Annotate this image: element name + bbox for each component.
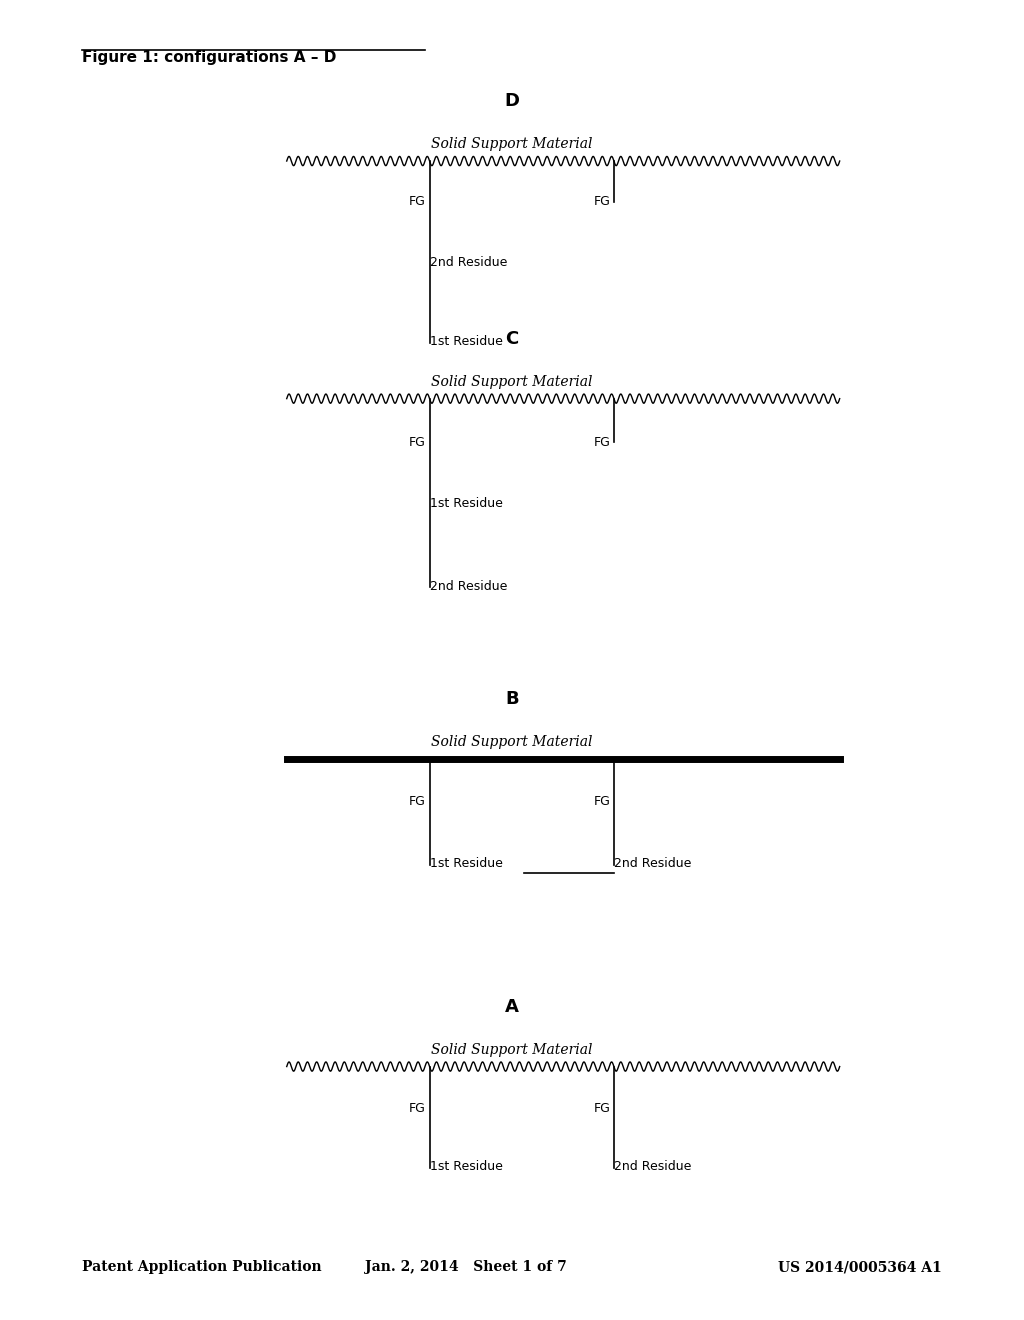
Text: Figure 1: configurations A – D: Figure 1: configurations A – D <box>82 50 336 65</box>
Text: FG: FG <box>410 195 426 209</box>
Text: FG: FG <box>594 795 610 808</box>
Text: FG: FG <box>410 795 426 808</box>
Text: B: B <box>505 690 519 709</box>
Text: Solid Support Material: Solid Support Material <box>431 1043 593 1057</box>
Text: FG: FG <box>410 436 426 449</box>
Text: US 2014/0005364 A1: US 2014/0005364 A1 <box>778 1261 942 1274</box>
Text: 2nd Residue: 2nd Residue <box>430 256 508 269</box>
Text: Solid Support Material: Solid Support Material <box>431 735 593 750</box>
Text: 2nd Residue: 2nd Residue <box>614 1160 692 1173</box>
Text: FG: FG <box>594 1102 610 1115</box>
Text: 1st Residue: 1st Residue <box>430 496 503 510</box>
Text: A: A <box>505 998 519 1016</box>
Text: Jan. 2, 2014   Sheet 1 of 7: Jan. 2, 2014 Sheet 1 of 7 <box>365 1261 567 1274</box>
Text: FG: FG <box>410 1102 426 1115</box>
Text: D: D <box>505 92 519 111</box>
Text: 1st Residue: 1st Residue <box>430 1160 503 1173</box>
Text: C: C <box>506 330 518 348</box>
Text: FG: FG <box>594 436 610 449</box>
Text: FG: FG <box>594 195 610 209</box>
Text: Patent Application Publication: Patent Application Publication <box>82 1261 322 1274</box>
Text: 1st Residue: 1st Residue <box>430 335 503 348</box>
Text: Solid Support Material: Solid Support Material <box>431 137 593 152</box>
Text: 2nd Residue: 2nd Residue <box>430 579 508 593</box>
Text: 1st Residue: 1st Residue <box>430 857 503 870</box>
Text: 2nd Residue: 2nd Residue <box>614 857 692 870</box>
Text: Solid Support Material: Solid Support Material <box>431 375 593 389</box>
